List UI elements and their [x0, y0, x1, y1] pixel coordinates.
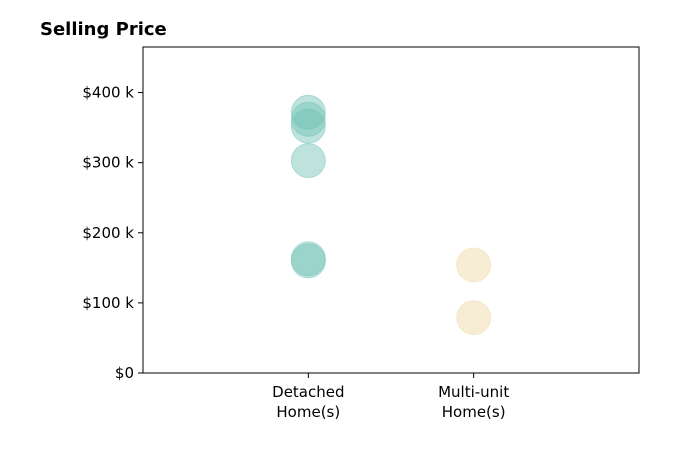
plot-frame	[142, 46, 640, 374]
y-tick-label: $300 k	[82, 154, 134, 172]
x-tick-label: Detached	[272, 383, 344, 401]
data-point	[290, 241, 326, 277]
data-point	[290, 94, 326, 130]
y-tick-label: $0	[115, 364, 134, 382]
y-tick-label: $100 k	[82, 294, 134, 312]
y-tick-label: $200 k	[82, 224, 134, 242]
data-point	[290, 108, 326, 144]
data-point	[290, 101, 326, 137]
data-point	[456, 300, 492, 336]
x-tick-label: Multi-unit	[438, 383, 509, 401]
y-tick-label: $400 k	[82, 84, 134, 102]
data-point	[290, 143, 326, 179]
data-point	[456, 247, 492, 283]
chart-title: Selling Price	[40, 19, 167, 40]
x-tick-label: Home(s)	[442, 403, 506, 421]
x-tick-label: Home(s)	[276, 403, 340, 421]
data-point	[290, 243, 326, 279]
